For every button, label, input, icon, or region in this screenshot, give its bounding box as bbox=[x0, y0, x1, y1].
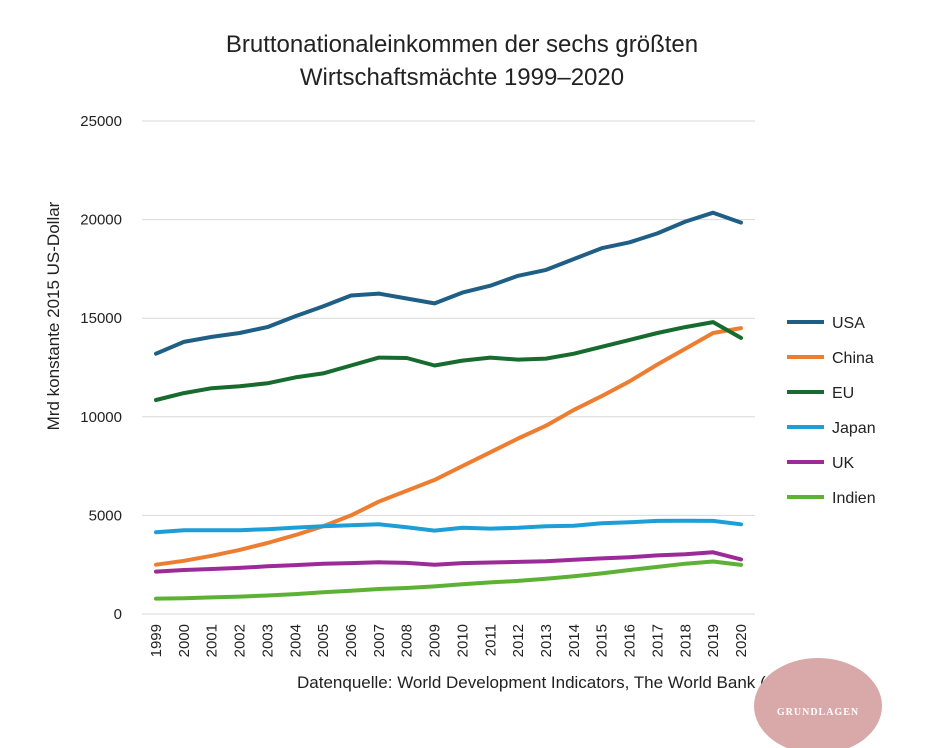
series-line-japan bbox=[154, 518, 743, 535]
x-tick-label: 2019 bbox=[705, 624, 722, 657]
source-note: Datenquelle: World Development Indicator… bbox=[297, 673, 847, 692]
x-tick-label: 2000 bbox=[176, 624, 193, 657]
chart-title-line-1: Bruttonationaleinkommen der sechs größte… bbox=[226, 31, 698, 58]
logo: GRUNDLAGEN bbox=[754, 658, 882, 748]
x-tick-label: 2001 bbox=[204, 624, 221, 657]
x-tick-label: 2005 bbox=[315, 624, 332, 657]
x-tick-label: 2016 bbox=[622, 624, 639, 657]
x-tick-label: 2007 bbox=[371, 624, 388, 657]
x-tick-label: 2008 bbox=[399, 624, 416, 657]
x-tick-label: 2015 bbox=[594, 624, 611, 657]
series-line-indien bbox=[154, 559, 743, 601]
logo-text: GRUNDLAGEN bbox=[777, 707, 859, 718]
x-tick-label: 2014 bbox=[566, 624, 583, 657]
series-line-usa bbox=[154, 210, 743, 356]
legend-label-eu: EU bbox=[832, 385, 854, 402]
y-tick-label: 5000 bbox=[89, 507, 122, 524]
x-tick-label: 2017 bbox=[649, 624, 666, 657]
series-line-china bbox=[154, 326, 743, 567]
x-tick-label: 2011 bbox=[482, 624, 499, 656]
y-tick-label: 20000 bbox=[80, 212, 122, 229]
series-line-eu bbox=[154, 320, 743, 402]
chart-title-line-2: Wirtschaftsmächte 1999–2020 bbox=[300, 64, 624, 91]
y-tick-label: 25000 bbox=[80, 113, 122, 130]
x-tick-label: 2006 bbox=[343, 624, 360, 657]
x-tick-label: 2018 bbox=[677, 624, 694, 657]
legend-label-usa: USA bbox=[832, 315, 865, 332]
x-tick-label: 1999 bbox=[148, 624, 165, 657]
legend-label-japan: Japan bbox=[832, 420, 876, 437]
x-tick-label: 2020 bbox=[733, 624, 750, 657]
y-tick-label: 10000 bbox=[80, 409, 122, 426]
legend-label-indien: Indien bbox=[832, 490, 876, 507]
gridlines bbox=[142, 120, 755, 615]
x-tick-label: 2013 bbox=[538, 624, 555, 657]
x-tick-label: 2003 bbox=[259, 624, 276, 657]
series-lines bbox=[154, 210, 743, 601]
logo-badge bbox=[754, 658, 882, 748]
x-tick-label: 2009 bbox=[427, 624, 444, 657]
x-tick-label: 2012 bbox=[510, 624, 527, 657]
series-line-uk bbox=[154, 550, 743, 574]
legend-label-uk: UK bbox=[832, 455, 855, 472]
y-axis-label: Mrd konstante 2015 US-Dollar bbox=[44, 201, 63, 430]
legend: USA China EU Japan UK Indien bbox=[787, 315, 876, 507]
y-tick-label: 0 bbox=[114, 606, 122, 623]
x-axis-ticks: 1999 2000 2001 2002 2003 2004 2005 2006 2007 2008… bbox=[148, 624, 750, 657]
x-tick-label: 2004 bbox=[287, 624, 304, 657]
x-tick-label: 2002 bbox=[232, 624, 249, 657]
y-tick-label: 15000 bbox=[80, 310, 122, 327]
x-tick-label: 2010 bbox=[454, 624, 471, 657]
legend-label-china: China bbox=[832, 350, 874, 367]
y-axis-ticks: 0 5000 10000 15000 20000 25000 bbox=[80, 113, 122, 623]
